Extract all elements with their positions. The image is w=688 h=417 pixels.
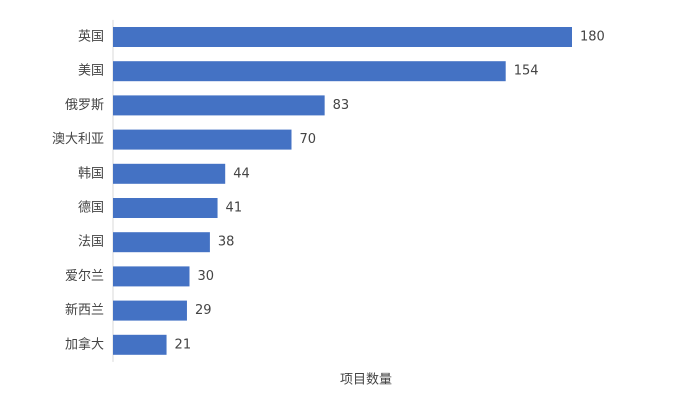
value-label: 29 [195, 303, 212, 318]
value-label: 83 [333, 98, 350, 113]
bar [113, 27, 572, 47]
bar [113, 163, 226, 184]
bar [113, 95, 325, 116]
bar [113, 129, 292, 150]
category-label: 韩国 [78, 166, 104, 181]
category-label: 爱尔兰 [65, 269, 104, 284]
bar [113, 266, 190, 287]
category-label: 英国 [78, 30, 104, 45]
category-label: 加拿大 [65, 336, 104, 352]
value-label: 44 [233, 166, 250, 181]
bars-group [113, 27, 572, 355]
bar [113, 232, 210, 253]
bar [113, 61, 506, 82]
bar [113, 300, 187, 321]
category-label: 新西兰 [65, 302, 104, 318]
value-label: 180 [580, 30, 605, 45]
category-label: 法国 [78, 235, 104, 250]
value-label: 38 [218, 235, 235, 250]
x-axis-title: 项目数量 [340, 373, 392, 388]
category-label: 德国 [78, 201, 104, 216]
category-label: 俄罗斯 [65, 98, 104, 113]
category-label: 美国 [78, 64, 104, 79]
value-label: 70 [300, 132, 317, 147]
bar [113, 198, 218, 218]
value-label: 21 [175, 337, 192, 352]
bar [113, 334, 167, 355]
value-label: 30 [198, 269, 215, 284]
value-label: 154 [514, 64, 539, 79]
value-label: 41 [226, 201, 243, 216]
value-labels-group: 180 154 83 70 44 41 38 30 29 21 [175, 30, 605, 353]
category-label: 澳大利亚 [52, 131, 104, 147]
